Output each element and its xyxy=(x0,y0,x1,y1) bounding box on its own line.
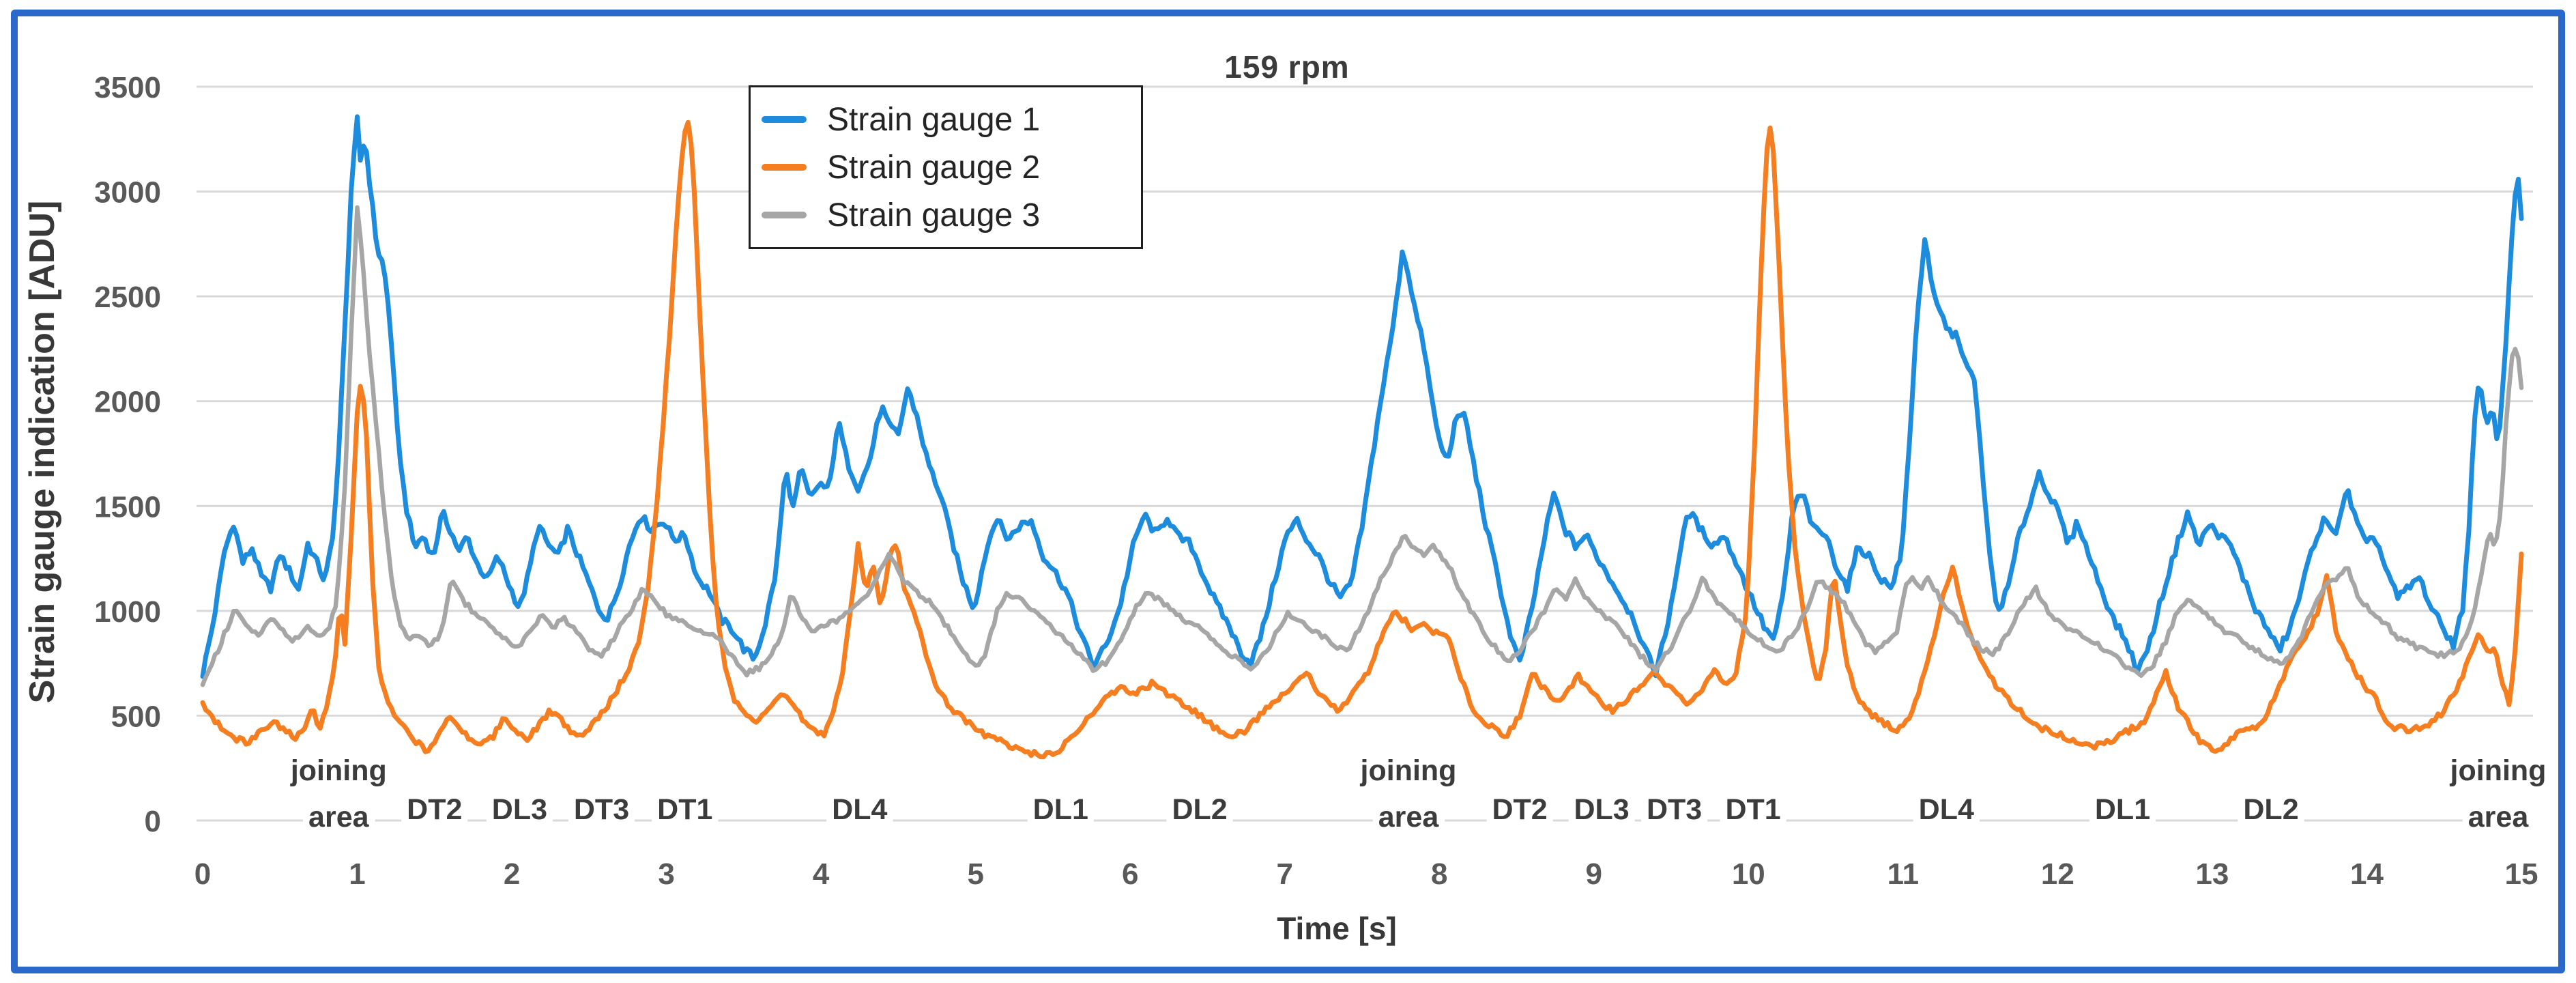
legend-line-swatch-series3-icon xyxy=(762,212,807,218)
annotation-label: DT2 xyxy=(1492,793,1547,826)
annotation-label-bg xyxy=(1486,792,1553,827)
annotation-label: DT3 xyxy=(574,793,629,826)
legend-item: Strain gauge 2 xyxy=(762,149,1141,186)
legend-label: Strain gauge 3 xyxy=(827,197,1041,233)
annotation-label: joining xyxy=(2450,754,2547,787)
series-line-strain-gauge-1 xyxy=(200,114,2524,679)
x-axis-tick-label: 11 xyxy=(1887,857,1920,891)
annotation-label: area xyxy=(2468,801,2530,834)
x-axis-tick-label: 13 xyxy=(2195,857,2229,891)
annotation-label: DT1 xyxy=(657,793,712,826)
x-axis-tick-label: 6 xyxy=(1122,857,1138,891)
annotation-label: DL2 xyxy=(2243,793,2298,826)
annotation-label-bg xyxy=(1027,792,1094,827)
legend: Strain gauge 1 Strain gauge 2 Strain gau… xyxy=(749,85,1143,249)
annotation-label-bg xyxy=(1568,792,1635,827)
x-axis-tick-label: 7 xyxy=(1276,857,1292,891)
legend-item: Strain gauge 1 xyxy=(762,101,1141,139)
annotation-label: DL3 xyxy=(1574,793,1629,826)
y-axis-tick-label: 1500 xyxy=(94,490,161,524)
x-axis-title: Time [s] xyxy=(1277,911,1397,946)
y-axis-title: Strain gauge indication [ADU] xyxy=(23,200,62,704)
y-axis-tick-label: 500 xyxy=(111,700,161,733)
series-line-strain-gauge-2 xyxy=(200,119,2524,760)
x-axis-tick-label: 0 xyxy=(194,857,211,891)
x-axis-tick-label: 10 xyxy=(1732,857,1765,891)
annotation-label-bg xyxy=(652,792,719,827)
annotation-label: DL4 xyxy=(832,793,887,826)
annotation-label: DL2 xyxy=(1172,793,1227,826)
annotation-label-bg xyxy=(2462,799,2535,835)
x-axis-tick-label: 2 xyxy=(504,857,520,891)
x-axis-tick-label: 14 xyxy=(2350,857,2384,891)
x-axis-tick-label: 15 xyxy=(2505,857,2538,891)
annotation-label-bg xyxy=(1640,792,1708,827)
annotation-label: DL1 xyxy=(1033,793,1088,826)
x-axis-tick-label: 1 xyxy=(349,857,365,891)
annotation-label-bg xyxy=(2444,753,2552,788)
x-axis-tick-label: 12 xyxy=(2041,857,2074,891)
y-axis-tick-label: 2500 xyxy=(94,281,161,314)
legend-line-swatch-series2-icon xyxy=(762,164,807,171)
annotation-label: area xyxy=(308,801,370,834)
x-axis-tick-label: 3 xyxy=(658,857,674,891)
annotation-label: joining xyxy=(1360,754,1457,787)
x-axis-tick-label: 8 xyxy=(1431,857,1447,891)
annotation-label-bg xyxy=(401,792,468,827)
annotation-label-bg xyxy=(826,792,893,827)
annotation-label-bg xyxy=(1372,799,1445,835)
annotation-label-bg xyxy=(486,792,553,827)
x-axis-tick-label: 5 xyxy=(967,857,983,891)
annotation-label: DT1 xyxy=(1725,793,1780,826)
y-axis-tick-label: 0 xyxy=(145,805,161,838)
y-axis-tick-label: 1000 xyxy=(94,595,161,629)
annotation-label-bg xyxy=(2238,792,2304,827)
y-axis-tick-label: 3500 xyxy=(94,71,161,104)
annotation-label: DL4 xyxy=(1919,793,1974,826)
annotation-label: area xyxy=(1378,801,1440,834)
x-axis-tick-label: 9 xyxy=(1586,857,1602,891)
x-axis-tick-label: 4 xyxy=(813,857,830,891)
annotation-label-bg xyxy=(303,799,375,835)
series-line-strain-gauge-3 xyxy=(200,205,2524,687)
annotation-label: DT3 xyxy=(1647,793,1702,826)
legend-line-swatch-series1-icon xyxy=(762,116,807,123)
annotation-label-bg xyxy=(1720,792,1786,827)
chart-title: 159 rpm xyxy=(1224,49,1350,85)
annotation-label-bg xyxy=(2089,792,2156,827)
y-axis-tick-label: 3000 xyxy=(94,176,161,210)
annotation-label-bg xyxy=(1166,792,1233,827)
annotation-label-bg xyxy=(1354,753,1462,788)
y-axis-tick-label: 2000 xyxy=(94,386,161,419)
legend-label: Strain gauge 2 xyxy=(827,149,1041,186)
annotation-label: DL1 xyxy=(2095,793,2150,826)
annotation-label: DT2 xyxy=(407,793,462,826)
annotation-label: DL3 xyxy=(492,793,547,826)
legend-label: Strain gauge 1 xyxy=(827,101,1041,138)
annotation-label-bg xyxy=(568,792,635,827)
legend-item: Strain gauge 3 xyxy=(762,197,1141,234)
annotation-label-bg xyxy=(284,753,392,788)
annotation-label-bg xyxy=(1913,792,1980,827)
annotation-label: joining xyxy=(290,754,387,787)
